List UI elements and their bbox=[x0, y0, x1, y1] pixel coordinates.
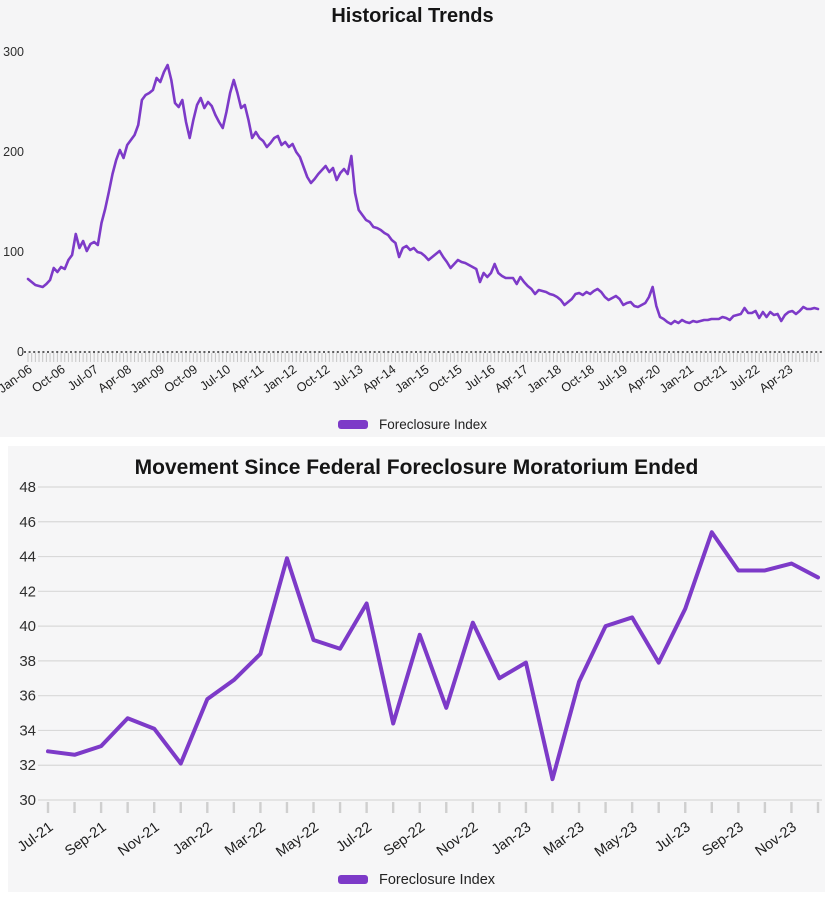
x-tick-label: Mar-22 bbox=[222, 819, 269, 859]
historical-trends-line-chart: 0 100 200 300 Jan-06Oct-06Jul-07Apr-08Jan-09… bbox=[0, 45, 824, 396]
x-tick-label: Nov-22 bbox=[434, 819, 481, 859]
panel-separator bbox=[0, 437, 825, 446]
x-tick-label: Jul-07 bbox=[65, 362, 101, 393]
moratorium-movement-chart-panel: Movement Since Federal Foreclosure Morat… bbox=[0, 446, 825, 899]
x-tick-label: Jan-12 bbox=[260, 362, 299, 396]
x-tick-label: Jan-09 bbox=[128, 362, 167, 396]
legend-line-swatch bbox=[337, 420, 368, 429]
y-tick-label: 40 bbox=[19, 618, 36, 635]
x-tick-label: Mar-23 bbox=[541, 819, 588, 859]
chart-title-historical-trends: Historical Trends bbox=[331, 5, 494, 27]
x-tick-label: Jul-13 bbox=[330, 362, 366, 393]
x-tick-label: Jul-21 bbox=[15, 819, 56, 855]
x-tick-label: Oct-12 bbox=[294, 362, 333, 395]
x-tick-label: Apr-20 bbox=[624, 362, 663, 395]
x-tick-label: Oct-09 bbox=[162, 362, 201, 395]
x-tick-label: Oct-21 bbox=[691, 362, 730, 395]
x-tick-label: Jan-18 bbox=[525, 362, 564, 396]
x-tick-label: Jul-16 bbox=[462, 362, 498, 393]
legend-line-swatch bbox=[337, 875, 368, 884]
y-tick-label: 30 bbox=[19, 792, 36, 809]
x-tick-label: Jul-10 bbox=[197, 362, 233, 393]
x-tick-label: Nov-23 bbox=[753, 819, 800, 859]
x-tick-label: Jan-22 bbox=[170, 819, 215, 858]
x-tick-label: Jul-22 bbox=[334, 819, 375, 855]
x-tick-label: Jan-15 bbox=[392, 362, 431, 396]
x-tick-label: Jul-23 bbox=[652, 819, 693, 855]
x-tick-label: May-22 bbox=[273, 819, 322, 860]
x-tick-label: Apr-11 bbox=[228, 362, 266, 395]
y-tick-label: 44 bbox=[19, 549, 36, 566]
x-tick-label: Oct-15 bbox=[426, 362, 465, 395]
x-tick-label: Jan-23 bbox=[489, 819, 534, 858]
y-tick-label: 34 bbox=[19, 722, 36, 739]
y-tick-label: 46 bbox=[19, 514, 36, 531]
y-tick-label: 200 bbox=[3, 145, 24, 159]
legend-historical-trends: Foreclosure Index bbox=[0, 412, 825, 437]
x-tick-label: Sep-21 bbox=[62, 819, 109, 859]
historical-trends-chart-panel: Historical Trends 0 100 200 300 Jan-06 Oct-06… bbox=[0, 0, 825, 437]
x-tick-label: Jan-21 bbox=[657, 362, 696, 396]
y-tick-label: 0 bbox=[17, 345, 24, 359]
x-tick-label: Nov-21 bbox=[115, 819, 162, 859]
y-tick-label: 32 bbox=[19, 757, 36, 774]
y-tick-label: 300 bbox=[3, 45, 24, 59]
x-tick-label: Apr-14 bbox=[360, 362, 399, 395]
series-line bbox=[46, 530, 820, 782]
series-line bbox=[26, 63, 820, 326]
x-tick-label: Apr-08 bbox=[95, 362, 134, 395]
x-tick-label: May-23 bbox=[592, 819, 641, 860]
x-tick-label: Jan-06 bbox=[0, 362, 35, 396]
y-tick-label: 48 bbox=[19, 482, 36, 496]
y-tick-label: 36 bbox=[19, 688, 36, 705]
x-tick-label: Sep-22 bbox=[381, 819, 428, 859]
x-tick-label: Oct-06 bbox=[29, 362, 68, 395]
y-tick-label: 42 bbox=[19, 583, 36, 600]
chart-title-moratorium-movement: Movement Since Federal Foreclosure Morat… bbox=[134, 456, 699, 479]
y-tick-label: 38 bbox=[19, 653, 36, 670]
x-tick-label: Apr-23 bbox=[757, 362, 796, 395]
x-tick-label: Oct-18 bbox=[558, 362, 597, 395]
x-tick-label: Apr-17 bbox=[492, 362, 531, 395]
legend-label: Foreclosure Index bbox=[378, 871, 496, 888]
x-tick-label: Sep-23 bbox=[699, 819, 746, 859]
legend-moratorium-movement: Foreclosure Index bbox=[8, 867, 825, 892]
x-tick-label: Jul-22 bbox=[727, 362, 763, 393]
x-tick-label: Jul-19 bbox=[594, 362, 630, 393]
legend-label: Foreclosure Index bbox=[378, 417, 488, 432]
y-tick-label: 100 bbox=[3, 245, 24, 259]
